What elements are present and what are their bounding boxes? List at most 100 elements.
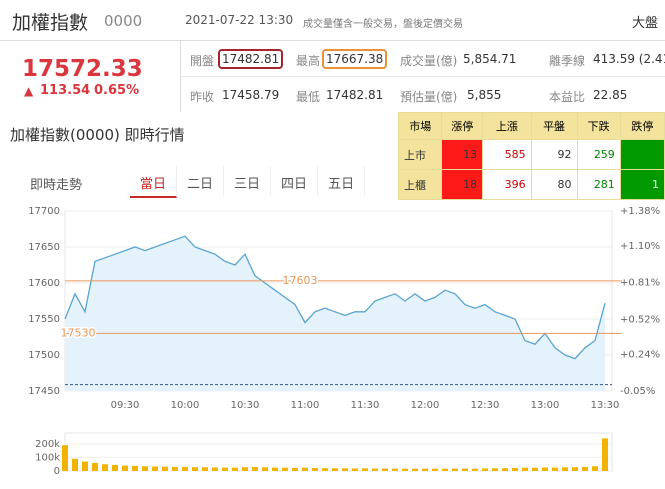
y-tick-label: 100k [35, 452, 60, 463]
y-tick-label: 200k [35, 439, 60, 450]
bar [582, 466, 588, 471]
reference-label: 17603 [283, 274, 318, 287]
stat-value: 17667.38 [322, 49, 388, 69]
cell [619, 139, 665, 170]
x-tick-label: 12:00 [411, 400, 440, 411]
stat-label: 昨收 [190, 90, 215, 104]
header-cell: 平盤 [530, 112, 578, 140]
bar [502, 468, 508, 471]
bar [262, 467, 268, 471]
row: 上櫃 18 396 80 281 1 [397, 169, 665, 200]
bar [472, 468, 478, 471]
cell: 281 [576, 169, 621, 200]
bar [132, 465, 138, 471]
chart: 17450 17500 17550 17600 17650 17700 -0.05% +0.2… [28, 206, 660, 477]
cell: 259 [576, 139, 621, 170]
tab[interactable]: 當日 [130, 166, 178, 198]
x-tick-label: 11:00 [291, 400, 320, 411]
bar [602, 438, 608, 471]
row-divider [181, 76, 665, 77]
stat-value: 22.85 [593, 88, 628, 102]
y2-tick-label: +0.81% [620, 278, 660, 289]
tab[interactable]: 五日 [318, 166, 366, 196]
bar [552, 467, 558, 471]
bar [362, 468, 368, 471]
stat-label: 成交量(億) [400, 54, 458, 68]
y2-tick-label: +0.52% [620, 314, 660, 325]
stats [180, 41, 665, 112]
bar [172, 466, 178, 471]
bar [382, 468, 388, 471]
bar [352, 468, 358, 471]
bar [372, 468, 378, 471]
y2-tick-label: +0.24% [620, 349, 660, 360]
bar [462, 468, 468, 471]
bar [182, 466, 188, 471]
y2-tick-label: +1.10% [620, 241, 660, 252]
divider [0, 40, 665, 41]
datetime: 2021-07-22 13:30 [185, 13, 294, 27]
cell: 92 [530, 139, 578, 170]
bar [442, 468, 448, 471]
bar [82, 461, 88, 471]
bar [542, 467, 548, 471]
bar [152, 466, 158, 471]
header-row: 市場 漲停 上漲 平盤 下跌 跌停 [397, 112, 665, 140]
cell: 上市 [397, 139, 443, 170]
bar [272, 467, 278, 471]
reference-label: 17530 [61, 326, 96, 339]
y2-tick-label: -0.05% [620, 386, 655, 397]
section-title: 加權指數(0000) 即時行情 [10, 126, 185, 144]
bar [532, 467, 538, 471]
header-cell: 漲停 [441, 112, 484, 140]
bar [222, 467, 228, 471]
stat-label: 開盤 [190, 54, 215, 68]
cell: 1 [619, 169, 665, 200]
title: 加權指數 [12, 12, 89, 34]
bar [92, 462, 98, 471]
price: 17572.33 [22, 56, 143, 82]
bar [192, 467, 198, 471]
bar [402, 468, 408, 471]
bar [142, 466, 148, 471]
y2-tick-label: +1.38% [620, 206, 660, 217]
tab[interactable]: 二日 [177, 166, 225, 196]
y-tick-label: 17550 [28, 314, 60, 325]
bar [102, 464, 108, 471]
bar [62, 445, 68, 471]
header-cell: 下跌 [576, 112, 621, 140]
bar [252, 466, 258, 471]
bar [322, 468, 328, 471]
bar [122, 465, 128, 471]
stat-value: 17482.81 [218, 49, 284, 69]
change-pct: 0.65% [94, 83, 140, 98]
bar [332, 468, 338, 471]
stat-label: 最低 [296, 90, 321, 104]
y-tick-label: 17450 [28, 386, 60, 397]
x-tick-label: 13:00 [531, 400, 560, 411]
y-tick-label: 17500 [28, 350, 60, 361]
stat-value: 17482.81 [326, 88, 384, 102]
bar [422, 468, 428, 471]
bar [562, 467, 568, 471]
cell: 585 [482, 139, 532, 170]
stat-label: 最高 [296, 54, 321, 68]
tab[interactable]: 三日 [224, 166, 272, 196]
bar [482, 468, 488, 471]
x-tick-label: 09:30 [111, 400, 140, 411]
header-right[interactable]: 大盤 [632, 16, 659, 31]
tab[interactable]: 四日 [271, 166, 319, 196]
header-cell: 跌停 [619, 112, 665, 140]
market-table: 市場 漲停 上漲 平盤 下跌 跌停 上市 13 585 92 259 上櫃 18 396 80 281 1 [397, 112, 665, 200]
y-tick-label: 17700 [28, 206, 60, 217]
bar [112, 464, 118, 471]
bar [212, 467, 218, 471]
arrow: ▲ [24, 84, 34, 98]
bar [412, 468, 418, 471]
y-tick-label: 17600 [28, 278, 60, 289]
tabs-label: 即時走勢 [30, 178, 83, 193]
x-tick-label: 10:00 [171, 400, 200, 411]
stat-value: 5,854.71 [463, 52, 517, 66]
bar [242, 467, 248, 471]
stat-label: 本益比 [549, 90, 586, 104]
